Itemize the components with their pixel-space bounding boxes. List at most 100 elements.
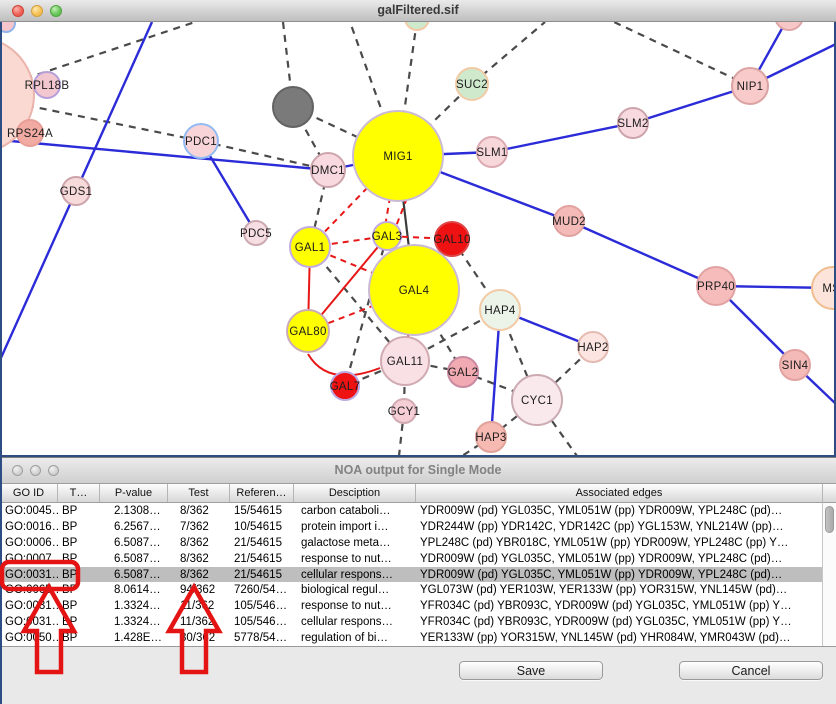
- column-header-referen-[interactable]: Referen…: [230, 484, 294, 502]
- node-label: CYC1: [521, 395, 553, 407]
- table-bottom-border: [0, 646, 836, 647]
- node-GDS1[interactable]: [61, 176, 91, 206]
- node-pink-top-node[interactable]: [775, 22, 803, 31]
- edge-blue: [491, 121, 634, 154]
- cell: BP: [62, 584, 78, 597]
- node-GAL1[interactable]: [289, 226, 331, 268]
- cell: GO:0007…: [5, 552, 58, 565]
- scrollbar-thumb[interactable]: [825, 506, 834, 533]
- edge-gray-dash: [536, 399, 578, 455]
- window-border: [0, 22, 2, 457]
- noa-window-title: NOA output for Single Mode: [334, 463, 502, 477]
- edge-blue: [632, 84, 751, 125]
- cell: GO:0031…: [5, 568, 58, 581]
- zoom-button[interactable]: [50, 4, 62, 17]
- node-label: HAP2: [577, 342, 608, 354]
- table-body[interactable]: GO:0045… BP 2.1308… 8/362 15/54615 carbon cat…: [0, 503, 836, 646]
- cell: 7/362: [180, 520, 209, 533]
- cell: 1.3324…: [114, 600, 161, 613]
- node-green-top-node[interactable]: [404, 22, 430, 31]
- node-GAL10[interactable]: [434, 221, 470, 257]
- node-label: DMC1: [311, 165, 345, 177]
- node-MIG1[interactable]: [352, 110, 444, 202]
- node-GAL7[interactable]: [330, 371, 360, 401]
- node-HAP2[interactable]: [577, 331, 609, 363]
- save-button[interactable]: Save: [459, 661, 603, 680]
- cell: response to nut…: [301, 600, 392, 613]
- column-header-associated-edges[interactable]: Associated edges: [575, 487, 663, 499]
- table-row[interactable]: GO:0045… BP 2.1308… 8/362 15/54615 carbon cat…: [0, 503, 836, 519]
- node-GAL4[interactable]: [368, 244, 460, 336]
- close-button[interactable]: [12, 4, 24, 17]
- cell: 21/54615: [234, 568, 282, 581]
- zoom-button[interactable]: [48, 465, 59, 476]
- edge-red-dash: [307, 289, 415, 332]
- table-row[interactable]: GO:0065… BP 8.0614… 94/362 7260/54… biologica…: [0, 582, 836, 598]
- table-row[interactable]: GO:0031… BP 6.5087… 8/362 21/54615 cellular r…: [0, 566, 836, 583]
- node-HAP4[interactable]: [479, 289, 521, 331]
- cell: regulation of bi…: [301, 632, 388, 645]
- node-CYC1[interactable]: [511, 374, 563, 426]
- network-window-titlebar[interactable]: galFiltered.sif: [0, 0, 836, 22]
- column-header-go-id[interactable]: GO ID: [0, 484, 58, 502]
- cell: galactose meta…: [301, 536, 391, 549]
- noa-window-titlebar[interactable]: NOA output for Single Mode: [0, 457, 836, 484]
- close-button[interactable]: [12, 465, 23, 476]
- edge-gray-dash: [348, 22, 400, 157]
- cell: 6.2567…: [114, 520, 161, 533]
- cell: 10/54615: [234, 520, 282, 533]
- cell: GO:0045…: [5, 504, 58, 517]
- column-header-p-value[interactable]: P-value: [100, 484, 168, 502]
- node-GAL3[interactable]: [372, 221, 402, 251]
- node-label: MUD2: [552, 216, 586, 228]
- table-row[interactable]: GO:0016… BP 6.2567… 7/362 10/54615 protein im…: [0, 519, 836, 535]
- column-header-t-[interactable]: T…: [58, 484, 100, 502]
- node-RPS24A[interactable]: [16, 119, 44, 147]
- node-RPL18B[interactable]: [33, 71, 61, 99]
- edge-gray-dash: [396, 22, 418, 157]
- node-GAL80[interactable]: [286, 309, 330, 353]
- cell: 21/54615: [234, 552, 282, 565]
- table-row[interactable]: GO:0007… BP 6.5087… 8/362 21/54615 response t…: [0, 551, 836, 567]
- column-header-test[interactable]: Test: [168, 484, 230, 502]
- cell: 1.3324…: [114, 616, 161, 629]
- table-row[interactable]: GO:0050… BP 1.428E… 80/362 5778/54… regulatio…: [0, 630, 836, 646]
- node-label: SLM1: [476, 147, 507, 159]
- table-row[interactable]: GO:0006… BP 6.5087… 8/362 21/54615 galactose …: [0, 535, 836, 551]
- minimize-button[interactable]: [31, 4, 43, 17]
- node-MSI[interactable]: [811, 266, 836, 310]
- table-row[interactable]: GO:0031… BP 1.3324… 11/362 105/546… response …: [0, 598, 836, 614]
- node-GCY1[interactable]: [391, 398, 417, 424]
- node-PDC1[interactable]: [183, 123, 219, 159]
- cell: 8/362: [180, 568, 209, 581]
- node-SIN4[interactable]: [779, 349, 811, 381]
- table-row[interactable]: GO:0031… BP 1.3324… 11/362 105/546… cellular …: [0, 614, 836, 630]
- node-label: PDC5: [240, 228, 272, 240]
- node-NIP1[interactable]: [731, 67, 769, 105]
- traffic-lights-inactive: [12, 458, 59, 483]
- cell: 2.1308…: [114, 504, 161, 517]
- node-HAP3[interactable]: [475, 421, 507, 453]
- network-window-title: galFiltered.sif: [377, 3, 459, 17]
- node-MUD2[interactable]: [553, 205, 585, 237]
- node-DMC1[interactable]: [310, 152, 346, 188]
- node-SUC2[interactable]: [455, 67, 489, 101]
- node-GAL2[interactable]: [447, 356, 479, 388]
- node-PDC5[interactable]: [243, 220, 269, 246]
- column-header-desciption[interactable]: Desciption: [294, 484, 416, 502]
- cell: YGL073W (pd) YER103W, YER133W (pp) YOR31…: [420, 584, 788, 597]
- table-scrollbar[interactable]: [822, 503, 836, 646]
- edge-gray-dash: [404, 359, 464, 374]
- node-gray-node[interactable]: [272, 86, 314, 128]
- node-SLM2[interactable]: [617, 107, 649, 139]
- minimize-button[interactable]: [30, 465, 41, 476]
- window-border: [0, 455, 836, 457]
- node-SLM1[interactable]: [476, 136, 508, 168]
- cancel-button[interactable]: Cancel: [679, 661, 823, 680]
- node-corner-node[interactable]: [0, 22, 16, 33]
- node-GAL11[interactable]: [380, 336, 430, 386]
- network-canvas[interactable]: RPL18B RPS24A GDS1 PDC1 DMC1 SUC2 MIG1 SLM1 SLM2…: [0, 22, 836, 478]
- edge-blue: [489, 309, 502, 438]
- cell: YDR009W (pd) YGL035C, YML051W (pp) YDR00…: [420, 568, 783, 581]
- node-PRP40[interactable]: [696, 266, 736, 306]
